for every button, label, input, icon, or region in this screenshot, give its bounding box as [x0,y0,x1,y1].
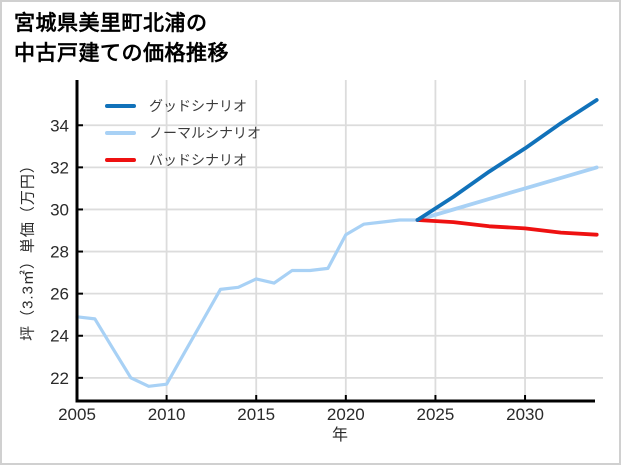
series-line-bad [415,218,599,237]
y-tick-label: 28 [50,243,69,262]
chart-legend: グッドシナリオ ノーマルシナリオ バッドシナリオ [105,92,261,173]
y-tick-label: 34 [50,116,69,135]
x-tick-label: 2005 [58,405,96,424]
legend-line-normal-icon [105,130,136,135]
y-tick-label: 26 [50,285,69,304]
legend-label-bad: バッドシナリオ [149,151,247,168]
page-title-line1: 宮城県美里町北浦の [14,12,208,35]
series-line-good [415,98,599,222]
legend-label-good: グッドシナリオ [149,97,247,114]
series-line-historical [75,218,420,388]
y-tick-label: 30 [50,200,69,219]
x-tick-label: 2020 [327,405,365,424]
legend-label-normal: ノーマルシナリオ [149,124,261,141]
y-tick-label: 22 [50,369,69,388]
legend-item-normal: ノーマルシナリオ [105,119,261,146]
y-axis-title: 坪（3.3㎡）単価（万円） [19,157,37,341]
x-tick-label: 2015 [237,405,275,424]
legend-line-good-icon [105,103,136,108]
x-tick-label: 2030 [506,405,544,424]
series-line-normal [415,165,599,222]
x-tick-label: 2010 [148,405,186,424]
legend-line-bad-icon [105,157,136,162]
x-tick-label: 2025 [417,405,455,424]
page-title-line2: 中古戸建ての価格推移 [14,42,229,65]
x-axis-title: 年 [331,427,348,444]
y-tick-label: 32 [50,158,69,177]
page-title: 宮城県美里町北浦の 中古戸建ての価格推移 [14,9,229,69]
legend-item-bad: バッドシナリオ [105,146,261,173]
legend-item-good: グッドシナリオ [105,92,261,119]
y-tick-label: 24 [50,327,69,346]
